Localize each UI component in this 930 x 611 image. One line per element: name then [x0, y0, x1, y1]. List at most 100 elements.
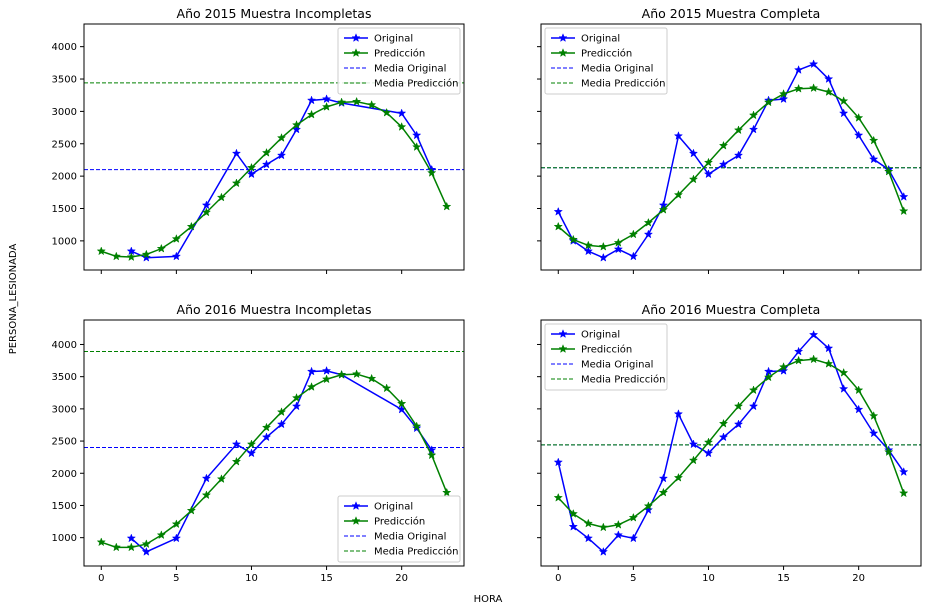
data-point [838, 367, 849, 377]
data-point [658, 473, 669, 483]
data-point [658, 487, 669, 497]
legend: Original Predicción Media Original Media Pr… [337, 27, 461, 95]
data-point [96, 246, 106, 256]
data-point [613, 244, 624, 254]
legend-label: Predicción [581, 48, 632, 60]
data-point [869, 411, 879, 420]
data-point [366, 373, 377, 383]
legend: Original Predicción Media Original Media Pr… [544, 27, 668, 95]
legend-label: Media Original [374, 532, 446, 543]
data-point [442, 487, 452, 497]
data-point [261, 422, 272, 432]
data-point [396, 398, 407, 408]
data-point [396, 108, 407, 118]
data-point [126, 542, 136, 552]
data-point [733, 419, 744, 429]
data-point [703, 448, 714, 458]
data-point [396, 122, 407, 131]
legend-marker [558, 48, 568, 57]
data-point [291, 393, 302, 402]
data-point [141, 252, 152, 262]
data-point [111, 251, 121, 261]
data-point [869, 135, 879, 145]
data-point [216, 192, 227, 202]
data-point [673, 131, 684, 140]
data-point [808, 59, 819, 69]
data-point [793, 83, 804, 93]
data-point [276, 150, 287, 160]
legend-marker [351, 48, 361, 57]
data-point [793, 65, 804, 74]
subplot-title: Año 2016 Muestra Completa [642, 302, 821, 317]
data-point [261, 147, 272, 157]
legend-marker [351, 501, 361, 510]
plot-area [541, 59, 921, 262]
data-point [141, 539, 152, 549]
data-point [869, 428, 879, 438]
data-point [748, 110, 759, 120]
data-point [276, 133, 287, 142]
data-point [583, 246, 593, 256]
x-tick-label: 0 [98, 573, 104, 584]
data-point [778, 362, 789, 371]
legend-label: Media Original [581, 360, 653, 371]
data-point [899, 467, 909, 476]
data-point [838, 108, 849, 118]
data-point [838, 383, 849, 393]
data-point [613, 519, 624, 529]
x-tick-label: 10 [702, 573, 715, 584]
data-point [673, 189, 684, 199]
subplot-4: Año 2016 Muestra Completa 0 5 10 15 20 Origina… [537, 302, 922, 584]
data-point [291, 120, 302, 129]
data-point [231, 439, 242, 449]
data-point [733, 401, 744, 411]
data-point [568, 508, 578, 518]
data-point [246, 439, 257, 449]
data-point [306, 109, 317, 119]
y-tick-label: 1500 [52, 204, 77, 215]
data-point [156, 243, 167, 253]
data-point [231, 456, 242, 466]
data-point [628, 251, 639, 261]
data-point [733, 150, 744, 160]
x-tick-label: 5 [630, 573, 636, 584]
y-tick-label: 1500 [52, 501, 77, 512]
data-point [321, 94, 332, 104]
legend-label: Predicción [374, 516, 425, 528]
data-point [718, 432, 729, 442]
data-point [778, 94, 789, 104]
data-point [412, 421, 422, 431]
data-point [171, 234, 182, 243]
data-point [658, 204, 669, 214]
axes-frame [540, 23, 922, 271]
data-point [336, 97, 347, 107]
data-point [628, 533, 639, 543]
data-point [126, 533, 136, 543]
data-point [216, 474, 227, 484]
legend-label: Media Predicción [374, 546, 458, 558]
data-point [261, 159, 272, 169]
data-point [793, 355, 804, 365]
data-point [336, 369, 347, 379]
data-point [733, 125, 744, 135]
data-point [201, 207, 212, 217]
data-point [276, 407, 287, 417]
subplot-title: Año 2016 Muestra Incompletas [177, 302, 372, 317]
data-point [553, 492, 563, 502]
plot-area [84, 351, 464, 556]
y-tick-label: 3500 [52, 372, 77, 383]
data-point [869, 154, 879, 164]
data-point [553, 206, 563, 216]
data-point [598, 546, 609, 556]
data-point [899, 206, 909, 216]
legend-label: Predicción [581, 344, 632, 356]
data-point [748, 401, 759, 411]
y-axis-label: PERSONA_LESIONADA [8, 244, 19, 355]
legend-marker [558, 33, 568, 42]
plot-area [84, 82, 464, 262]
data-point [778, 89, 789, 98]
data-point [231, 178, 242, 188]
axes-frame [540, 319, 922, 567]
legend-label: Media Predicción [581, 374, 665, 386]
